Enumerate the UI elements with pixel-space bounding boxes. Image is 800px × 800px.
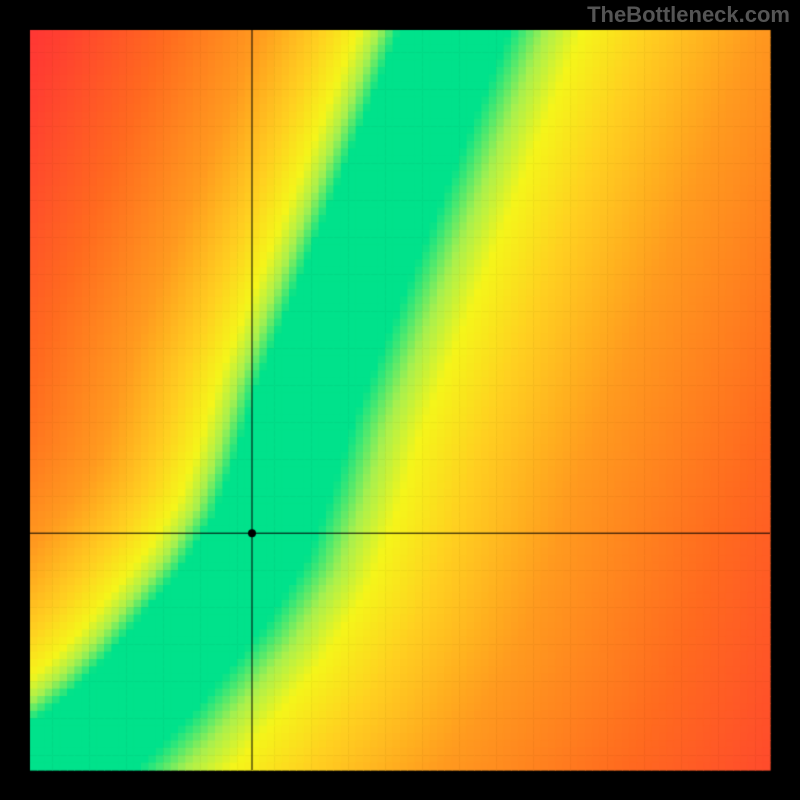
chart-container: TheBottleneck.com	[0, 0, 800, 800]
bottleneck-heatmap-canvas	[0, 0, 800, 800]
watermark-text: TheBottleneck.com	[587, 2, 790, 28]
